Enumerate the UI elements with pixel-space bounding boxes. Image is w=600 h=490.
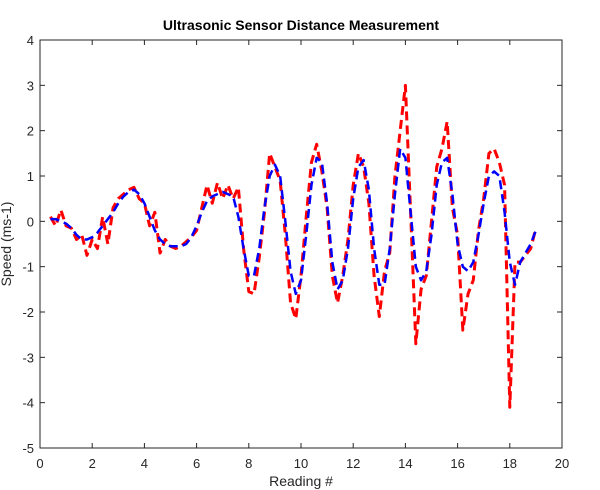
x-tick-label: 20 <box>555 456 569 471</box>
x-tick-label: 16 <box>450 456 464 471</box>
y-tick-label: 2 <box>27 124 34 139</box>
y-axis-label: Speed (ms-1) <box>0 202 14 287</box>
x-axis-label: Reading # <box>269 473 333 489</box>
x-tick-label: 6 <box>193 456 200 471</box>
x-tick-label: 10 <box>294 456 308 471</box>
x-tick-label: 4 <box>141 456 148 471</box>
y-tick-label: 0 <box>27 214 34 229</box>
x-tick-label: 14 <box>398 456 412 471</box>
plot-area <box>40 40 562 448</box>
y-tick-label: 3 <box>27 78 34 93</box>
y-tick-label: -4 <box>22 396 34 411</box>
chart-title: Ultrasonic Sensor Distance Measurement <box>163 17 440 33</box>
y-tick-label: 4 <box>27 33 34 48</box>
x-tick-label: 8 <box>245 456 252 471</box>
x-tick-label: 12 <box>346 456 360 471</box>
y-tick-label: -3 <box>22 350 34 365</box>
x-tick-label: 2 <box>89 456 96 471</box>
x-tick-label: 18 <box>503 456 517 471</box>
y-tick-label: -1 <box>22 260 34 275</box>
y-tick-label: -5 <box>22 441 34 456</box>
x-tick-label: 0 <box>36 456 43 471</box>
y-tick-label: -2 <box>22 305 34 320</box>
data-line <box>49 83 538 409</box>
y-tick-label: 1 <box>27 169 34 184</box>
